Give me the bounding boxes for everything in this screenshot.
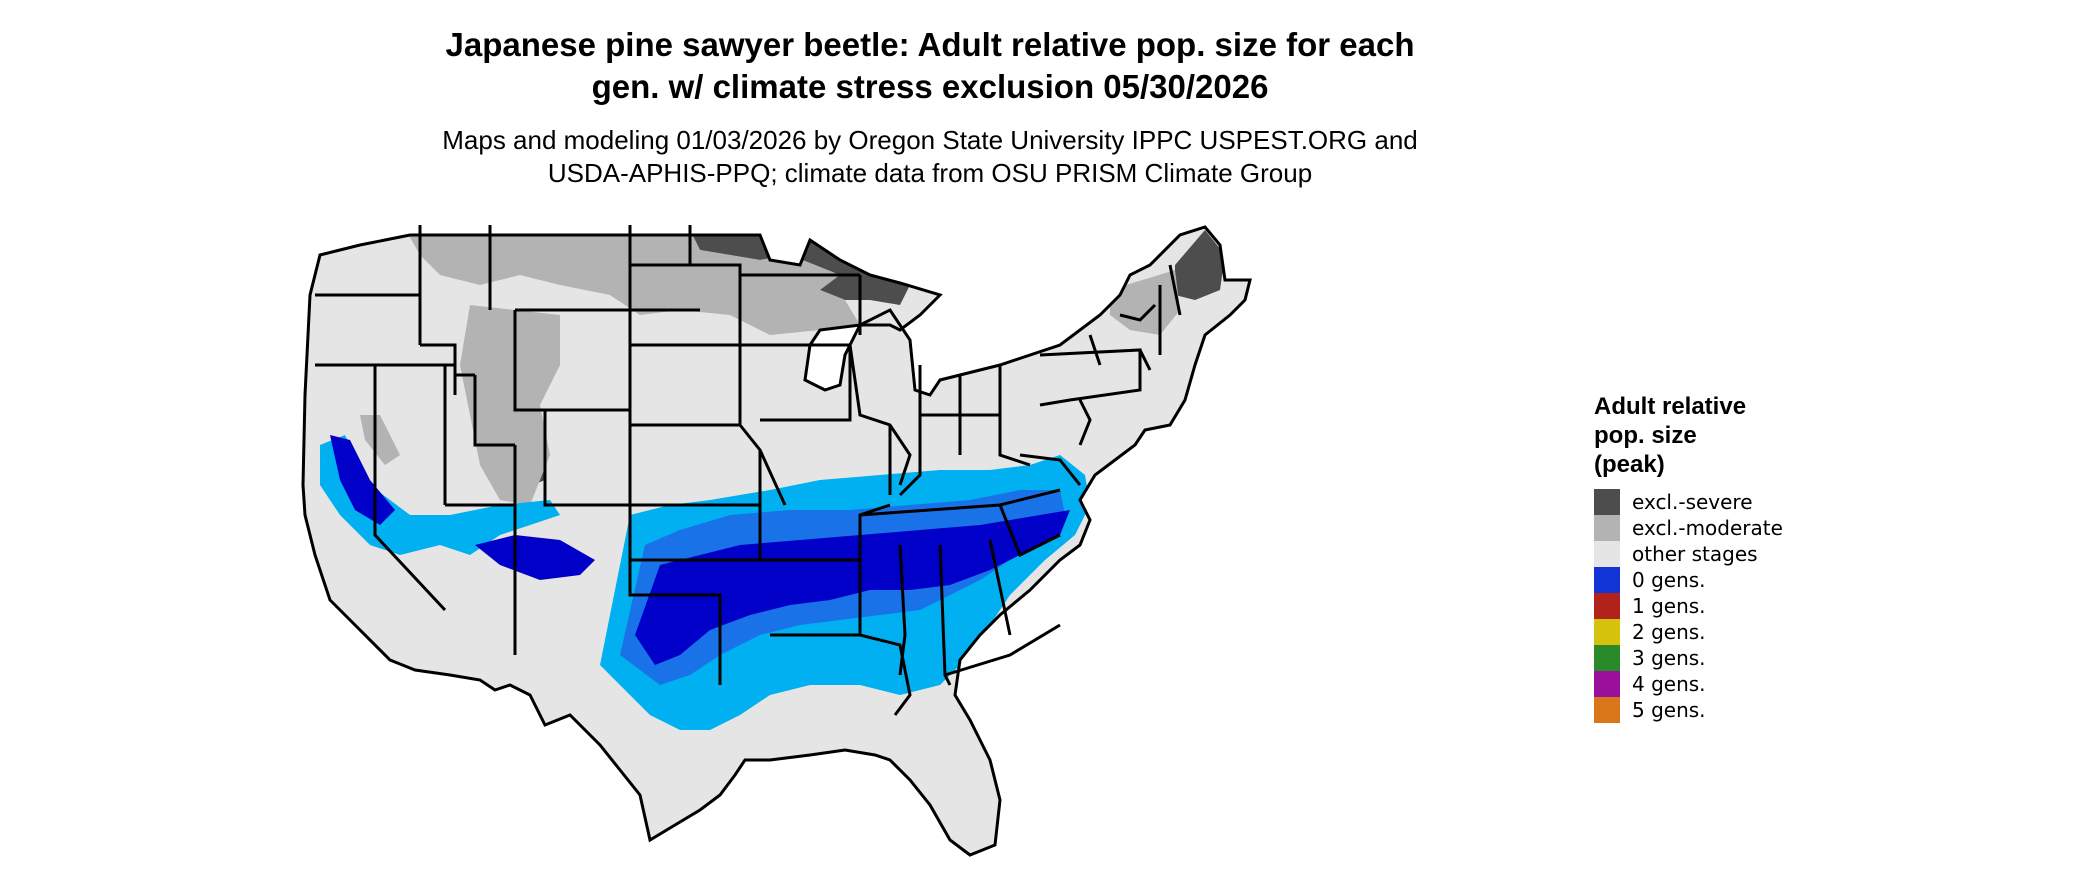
legend-title-line-1: Adult relative [1594,393,1747,420]
moderate-zone-sierra [360,415,400,465]
legend-swatch [1594,619,1620,645]
state-lines-midwest [740,273,1031,497]
title-line-2: gen. w/ climate stress exclusion 05/30/2… [591,68,1269,105]
one-gens-florida [1155,785,1220,855]
legend-title: Adult relative pop. size (peak) [1594,392,2014,479]
title-line-1: Japanese pine sawyer beetle: Adult relat… [445,26,1415,63]
legend-swatch [1594,567,1620,593]
legend-label: 3 gens. [1632,646,1706,670]
subtitle-line-2: USDA-APHIS-PPQ; climate data from OSU PR… [547,158,1313,188]
zero-gens-dark-core [635,510,1070,665]
zero-gens-arizona-dark [475,535,595,580]
one-gens-florida-dark [1188,820,1218,855]
legend-swatch [1594,515,1620,541]
legend-swatch [1594,645,1620,671]
legend-label: excl.-moderate [1632,516,1783,540]
legend-title-line-3: (peak) [1594,451,1665,478]
legend-label: 4 gens. [1632,672,1706,696]
legend-swatch [1594,671,1620,697]
map-title: Japanese pine sawyer beetle: Adult relat… [300,24,1560,108]
legend-item: 2 gens. [1594,619,2014,645]
legend-item: 5 gens. [1594,697,2014,723]
subtitle-line-1: Maps and modeling 01/03/2026 by Oregon S… [442,125,1418,155]
state-lines-northeast [1039,264,1182,446]
legend-item: 0 gens. [1594,567,2014,593]
legend-swatch [1594,697,1620,723]
severe-zone-maine [1175,230,1225,300]
state-lines-south [760,453,1082,716]
legend-title-line-2: pop. size [1594,422,1697,449]
legend-swatch [1594,541,1620,567]
one-gens-texas-tip [880,800,915,855]
legend-items: excl.-severe excl.-moderate other stages 0 … [1594,489,2014,723]
map-legend: Adult relative pop. size (peak) excl.-se… [1594,392,2014,723]
state-borders [301,225,1252,857]
legend-label: 2 gens. [1632,620,1706,644]
legend-label: 5 gens. [1632,698,1706,722]
legend-item: excl.-moderate [1594,515,2014,541]
map-subtitle: Maps and modeling 01/03/2026 by Oregon S… [300,124,1560,190]
moderate-zone-rockies [460,305,560,505]
legend-item: excl.-severe [1594,489,2014,515]
legend-item: other stages [1594,541,2014,567]
legend-label: other stages [1632,542,1758,566]
legend-swatch [1594,489,1620,515]
legend-swatch [1594,593,1620,619]
legend-label: excl.-severe [1632,490,1753,514]
state-lines-west [315,225,517,655]
legend-item: 3 gens. [1594,645,2014,671]
legend-label: 0 gens. [1632,568,1706,592]
legend-item: 1 gens. [1594,593,2014,619]
legend-item: 4 gens. [1594,671,2014,697]
legend-label: 1 gens. [1632,594,1706,618]
us-map [301,225,1252,857]
moderate-zone-northeast [1110,270,1180,335]
zero-gens-west-dark [330,435,395,525]
